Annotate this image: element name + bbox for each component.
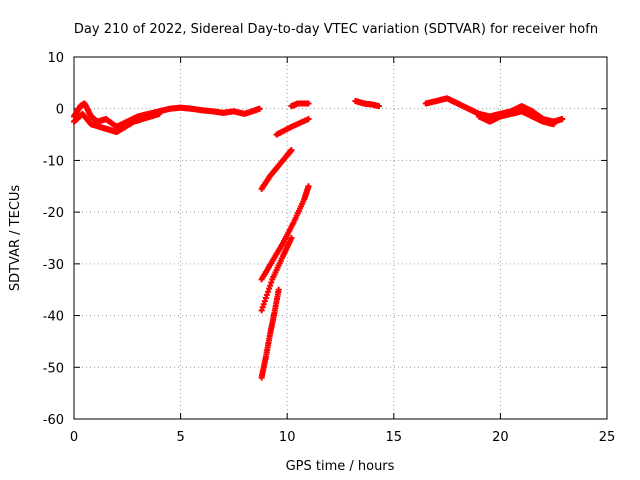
data-point-trace [266, 285, 273, 292]
y-tick-label: -50 [43, 361, 64, 376]
data-point [559, 116, 566, 123]
y-tick-label: -20 [43, 206, 64, 221]
series-band-late-lower [476, 108, 557, 128]
data-point [375, 103, 382, 110]
data-point [258, 307, 265, 314]
data-point [156, 110, 163, 117]
x-tick-label: 15 [386, 430, 403, 445]
data-point [256, 105, 263, 112]
data-point [550, 121, 557, 128]
series-arc-4 [258, 183, 312, 283]
data-point [305, 116, 312, 123]
data-points [71, 95, 566, 381]
chart-title: Day 210 of 2022, Sidereal Day-to-day VTE… [74, 22, 598, 37]
y-tick-label: -10 [43, 154, 64, 169]
x-tick-label: 5 [176, 430, 184, 445]
data-point-trace [268, 279, 275, 286]
x-axis-label: GPS time / hours [286, 459, 395, 474]
series-arc-5 [258, 235, 295, 314]
series-arc-7 [352, 97, 382, 110]
series-arc-2 [288, 100, 312, 110]
y-tick-label: -40 [43, 310, 64, 325]
x-tick-label: 25 [599, 430, 616, 445]
x-tick-label: 20 [492, 430, 509, 445]
data-point [288, 235, 295, 241]
series-arc-3 [258, 147, 295, 192]
y-tick-label: -60 [43, 413, 64, 428]
y-tick-label: 0 [56, 103, 64, 118]
data-point [305, 100, 312, 107]
data-point [288, 147, 295, 154]
data-point [305, 183, 312, 190]
data-point-trace [259, 304, 266, 311]
series-band-early-lower [71, 110, 163, 135]
data-point [275, 286, 282, 293]
x-tick-label: 10 [279, 430, 296, 445]
y-axis-label: SDTVAR / TECUs [8, 185, 23, 292]
data-point-trace [261, 298, 268, 305]
x-tick-label: 0 [70, 430, 78, 445]
data-point-trace [265, 288, 272, 295]
y-tick-label: 10 [47, 51, 64, 66]
data-point-trace [260, 301, 267, 308]
data-point-trace [267, 282, 274, 289]
plot-frame [73, 56, 608, 420]
series-arc-6 [258, 286, 282, 381]
axis-ticks: 0 5 10 15 20 25 10 0 -10 -20 -30 -40 -50 -60 [43, 51, 616, 445]
y-tick-label: -30 [43, 258, 64, 273]
data-point-trace [262, 294, 269, 301]
data-point-trace [263, 291, 270, 298]
series-arc-1 [273, 116, 312, 138]
